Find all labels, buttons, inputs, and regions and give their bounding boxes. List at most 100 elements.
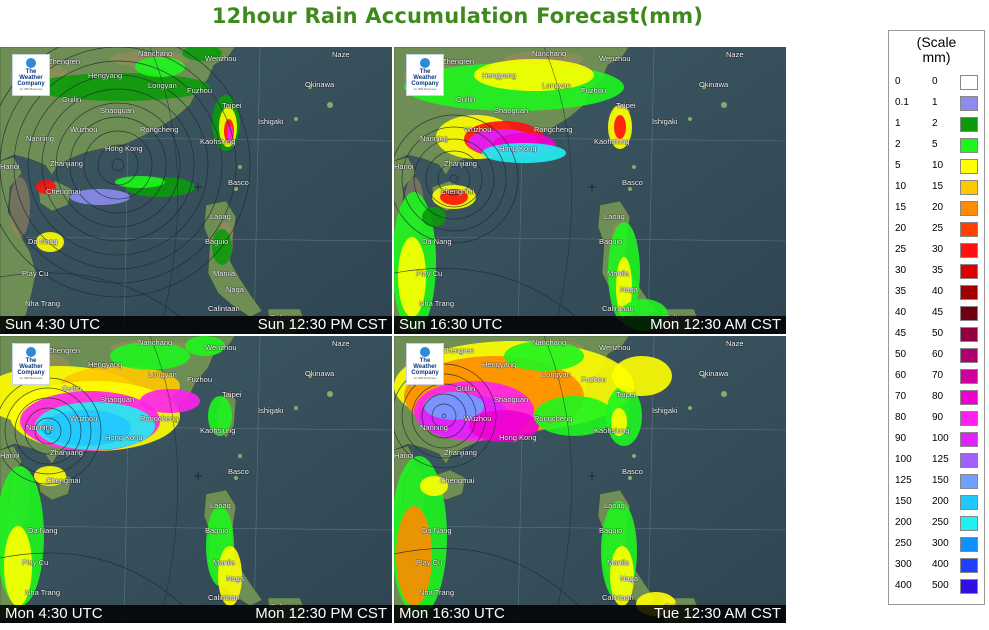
luzon-land: [203, 200, 263, 318]
legend-max: 1: [932, 97, 938, 108]
legend-row: 400 500: [889, 577, 984, 598]
legend-min: 40: [895, 307, 907, 318]
legend-swatch: [960, 516, 978, 531]
place-label: Chengmai: [440, 187, 475, 196]
isobar: [0, 552, 201, 623]
pressure-contour: [425, 150, 483, 208]
forecast-panel-2: Nanchang Zhengren Wenzhou Naze Hengyang Fuzho…: [394, 47, 786, 334]
legend-swatch: [960, 348, 978, 363]
place-label: Okinawa: [699, 369, 729, 378]
rainfall-area: [424, 392, 484, 420]
forecast-panel-grid: Nanchang Zhengren Wenzhou Naze Hengyang Fuzho…: [0, 47, 786, 623]
place-label: Taipei: [222, 390, 242, 399]
place-label: Zhanjiang: [50, 159, 83, 168]
legend-row: 60 70: [889, 367, 984, 388]
place-label: Calintaan: [208, 304, 240, 313]
time-bar: Sun 4:30 UTC Sun 12:30 PM CST: [0, 316, 392, 334]
legend-swatch: [960, 390, 978, 405]
isobar: [394, 548, 595, 623]
island: [702, 85, 706, 89]
place-label: Fuzhou: [581, 375, 607, 384]
place-label: Laoag: [210, 501, 231, 510]
legend-swatch: [960, 411, 978, 426]
place-label: Play Cu: [22, 558, 49, 567]
pressure-contour: [111, 158, 125, 172]
rainfall-area: [611, 408, 627, 436]
rainfall-area: [420, 476, 448, 496]
legend-max: 80: [932, 391, 944, 402]
place-label: Da Nang: [28, 526, 58, 535]
island: [721, 391, 727, 397]
place-label: Hong Kong: [499, 144, 537, 153]
rainfall-area: [30, 73, 210, 101]
weather-company-logo: The Weather Company An IBM Business: [12, 54, 50, 96]
place-label: Okinawa: [699, 80, 729, 89]
pressure-contour: [55, 102, 181, 228]
pressure-contour: [441, 413, 447, 419]
legend-row: 5 10: [889, 157, 984, 178]
place-label: Zhengren: [48, 57, 81, 66]
rainfall-area: [70, 189, 130, 205]
pressure-contour: [437, 162, 471, 196]
place-label: Baguio: [599, 526, 623, 535]
rainfall-area: [182, 47, 222, 61]
pressure-contour: [413, 138, 495, 220]
legend-max: 10: [932, 160, 944, 171]
legend-min: 5: [895, 160, 901, 171]
place-label: Nanchang: [138, 49, 173, 58]
island: [294, 406, 298, 410]
legend-row: 200 250: [889, 514, 984, 535]
logo-sub: An IBM Business: [413, 87, 437, 91]
legend-min: 100: [895, 454, 912, 465]
place-label: Chengmai: [46, 476, 81, 485]
legend-min: 15: [895, 202, 907, 213]
pressure-contour: [69, 116, 167, 214]
place-label: Naze: [332, 50, 350, 59]
logo-sub: An IBM Business: [413, 376, 437, 380]
logo-line3: Company: [17, 370, 45, 376]
place-label: Zhanjiang: [50, 448, 83, 457]
place-label: Rongcheng: [140, 414, 179, 423]
logo-line1: The: [419, 358, 431, 364]
center-marker: [588, 183, 596, 191]
legend-row: 50 60: [889, 346, 984, 367]
legend-swatch: [960, 432, 978, 447]
place-label: Chengmai: [440, 476, 475, 485]
legend-max: 70: [932, 370, 944, 381]
rainfall-area: [185, 336, 225, 356]
place-label: Hanoi: [394, 451, 414, 460]
pressure-contour: [27, 74, 209, 256]
legend-max: 20: [932, 202, 944, 213]
parallel-line: [0, 525, 392, 531]
place-label: Wuzhou: [70, 125, 98, 134]
legend-max: 250: [932, 517, 949, 528]
place-label: Longyan: [542, 81, 571, 90]
time-bar: Sun 16:30 UTC Mon 12:30 AM CST: [394, 316, 786, 334]
island: [308, 85, 312, 89]
isobar: [543, 336, 573, 623]
island: [702, 374, 706, 378]
place-label: Laoag: [604, 212, 625, 221]
legend-swatch: [960, 243, 978, 258]
rainfall-area: [504, 341, 584, 371]
place-label: Ishigaki: [652, 406, 678, 415]
place-label: Nha Trang: [419, 299, 455, 308]
place-label: Nha Trang: [25, 588, 61, 597]
legend-swatch: [960, 558, 978, 573]
logo-sub: An IBM Business: [19, 87, 43, 91]
place-label: Manila: [607, 558, 630, 567]
island: [721, 102, 727, 108]
place-label: Zhengren: [442, 57, 475, 66]
pressure-contour: [4, 387, 92, 475]
place-label: Hengyang: [482, 71, 517, 80]
place-label: Fuzhou: [187, 86, 213, 95]
place-label: Wenzhou: [205, 343, 237, 352]
place-label: Naga: [226, 574, 244, 583]
place-label: Okinawa: [305, 80, 335, 89]
pressure-contour: [401, 373, 487, 459]
island: [688, 117, 692, 121]
legend-row: 90 100: [889, 430, 984, 451]
legend-min: 1: [895, 118, 901, 129]
pressure-contour: [83, 130, 153, 200]
